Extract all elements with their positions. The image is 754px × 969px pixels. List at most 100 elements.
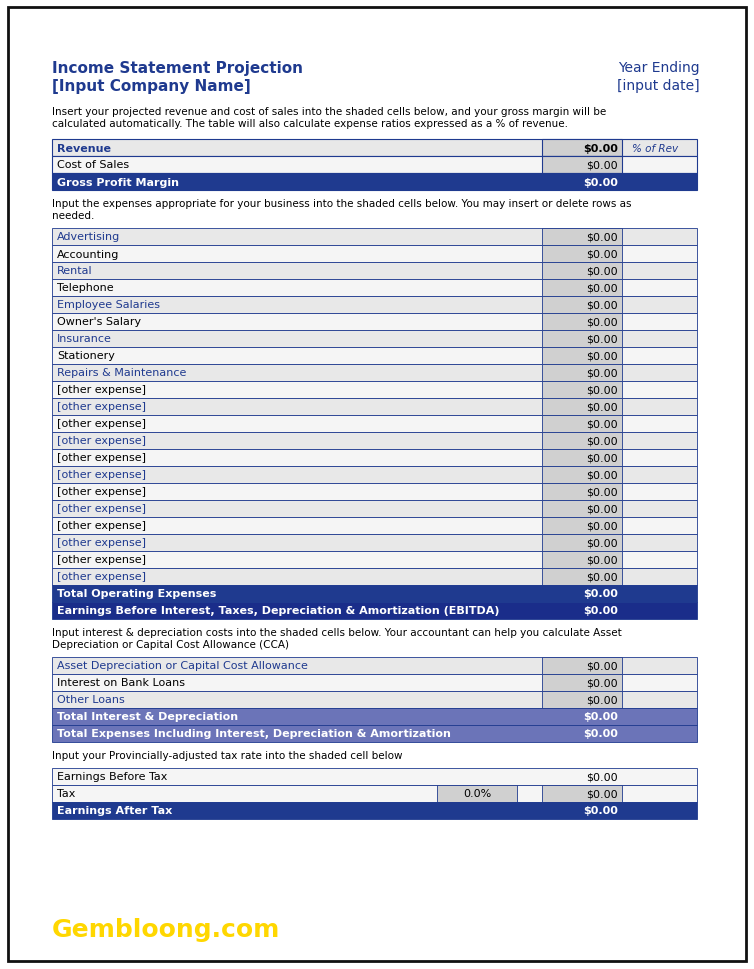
Text: Input interest & depreciation costs into the shaded cells below. Your accountant: Input interest & depreciation costs into… <box>52 627 622 649</box>
Text: $0.00: $0.00 <box>587 160 618 171</box>
Bar <box>542 157 622 173</box>
Text: Rental: Rental <box>57 266 93 276</box>
Text: [other expense]: [other expense] <box>57 453 146 463</box>
Text: $0.00: $0.00 <box>587 436 618 446</box>
Text: $0.00: $0.00 <box>587 249 618 260</box>
Text: [input date]: [input date] <box>618 78 700 93</box>
Bar <box>542 551 622 569</box>
Text: $0.00: $0.00 <box>587 538 618 547</box>
Text: [other expense]: [other expense] <box>57 436 146 446</box>
Text: Interest on Bank Loans: Interest on Bank Loans <box>57 677 185 688</box>
Text: $0.00: $0.00 <box>587 677 618 688</box>
Text: % of Rev: % of Rev <box>632 143 678 153</box>
Text: Total Operating Expenses: Total Operating Expenses <box>57 589 216 599</box>
Text: $0.00: $0.00 <box>587 402 618 412</box>
Bar <box>542 517 622 535</box>
Text: $0.00: $0.00 <box>583 589 618 599</box>
Text: [other expense]: [other expense] <box>57 572 146 582</box>
Text: Earnings Before Tax: Earnings Before Tax <box>57 771 167 782</box>
Bar <box>542 785 622 802</box>
Bar <box>542 348 622 364</box>
Text: $0.00: $0.00 <box>587 419 618 429</box>
Bar <box>52 802 697 819</box>
Bar <box>52 785 697 802</box>
Text: $0.00: $0.00 <box>587 233 618 242</box>
Text: [other expense]: [other expense] <box>57 521 146 531</box>
Bar <box>52 500 697 517</box>
Bar <box>52 450 697 466</box>
Bar <box>52 246 697 263</box>
Text: Advertising: Advertising <box>57 233 120 242</box>
Text: $0.00: $0.00 <box>587 266 618 276</box>
Text: Accounting: Accounting <box>57 249 119 260</box>
Bar <box>52 569 697 585</box>
Text: 0.0%: 0.0% <box>463 789 491 798</box>
Text: [other expense]: [other expense] <box>57 385 146 395</box>
Text: $0.00: $0.00 <box>587 283 618 294</box>
Bar <box>542 569 622 585</box>
Bar <box>542 297 622 314</box>
Text: $0.00: $0.00 <box>583 712 618 722</box>
Bar <box>52 466 697 484</box>
Bar <box>52 398 697 416</box>
Text: $0.00: $0.00 <box>587 695 618 704</box>
Bar <box>52 551 697 569</box>
Text: $0.00: $0.00 <box>587 521 618 531</box>
Bar <box>52 280 697 297</box>
Bar <box>542 263 622 280</box>
Text: $0.00: $0.00 <box>587 317 618 328</box>
Bar <box>542 450 622 466</box>
Text: $0.00: $0.00 <box>583 606 618 616</box>
Text: $0.00: $0.00 <box>587 300 618 310</box>
Text: Telephone: Telephone <box>57 283 114 294</box>
Bar <box>52 674 697 691</box>
Bar <box>542 280 622 297</box>
Text: $0.00: $0.00 <box>587 555 618 565</box>
Text: Repairs & Maintenance: Repairs & Maintenance <box>57 368 186 378</box>
Text: Earnings Before Interest, Taxes, Depreciation & Amortization (EBITDA): Earnings Before Interest, Taxes, Depreci… <box>57 606 499 616</box>
Bar <box>52 364 697 382</box>
Text: [other expense]: [other expense] <box>57 555 146 565</box>
Text: Gembloong.com: Gembloong.com <box>52 917 280 941</box>
Bar <box>542 330 622 348</box>
Bar <box>52 416 697 432</box>
Text: Earnings After Tax: Earnings After Tax <box>57 805 172 816</box>
Bar <box>52 348 697 364</box>
Text: $0.00: $0.00 <box>583 729 618 738</box>
Bar <box>542 398 622 416</box>
Bar <box>52 432 697 450</box>
Text: Owner's Salary: Owner's Salary <box>57 317 141 328</box>
Text: [other expense]: [other expense] <box>57 504 146 514</box>
Bar <box>542 691 622 708</box>
Text: $0.00: $0.00 <box>587 385 618 395</box>
Bar <box>542 432 622 450</box>
Text: $0.00: $0.00 <box>587 504 618 514</box>
Bar <box>542 382 622 398</box>
Text: $0.00: $0.00 <box>587 771 618 782</box>
Bar <box>542 364 622 382</box>
Text: $0.00: $0.00 <box>587 334 618 344</box>
Bar <box>542 246 622 263</box>
Bar <box>52 657 697 674</box>
Text: Insert your projected revenue and cost of sales into the shaded cells below, and: Insert your projected revenue and cost o… <box>52 107 606 129</box>
Text: $0.00: $0.00 <box>583 143 618 153</box>
Bar <box>542 229 622 246</box>
Text: Asset Depreciation or Capital Cost Allowance: Asset Depreciation or Capital Cost Allow… <box>57 661 308 671</box>
Text: Input your Provincially-adjusted tax rate into the shaded cell below: Input your Provincially-adjusted tax rat… <box>52 750 403 761</box>
Text: $0.00: $0.00 <box>587 470 618 480</box>
Bar <box>52 585 697 603</box>
Text: $0.00: $0.00 <box>587 487 618 497</box>
Bar <box>52 173 697 191</box>
Text: Year Ending: Year Ending <box>618 61 700 75</box>
Text: $0.00: $0.00 <box>583 177 618 187</box>
Text: Revenue: Revenue <box>57 143 111 153</box>
Bar <box>52 725 697 742</box>
Bar <box>437 785 517 802</box>
Text: [other expense]: [other expense] <box>57 402 146 412</box>
Bar <box>542 674 622 691</box>
Bar <box>52 263 697 280</box>
Bar <box>542 535 622 551</box>
Bar <box>52 603 697 619</box>
Text: $0.00: $0.00 <box>587 789 618 798</box>
Text: [other expense]: [other expense] <box>57 487 146 497</box>
